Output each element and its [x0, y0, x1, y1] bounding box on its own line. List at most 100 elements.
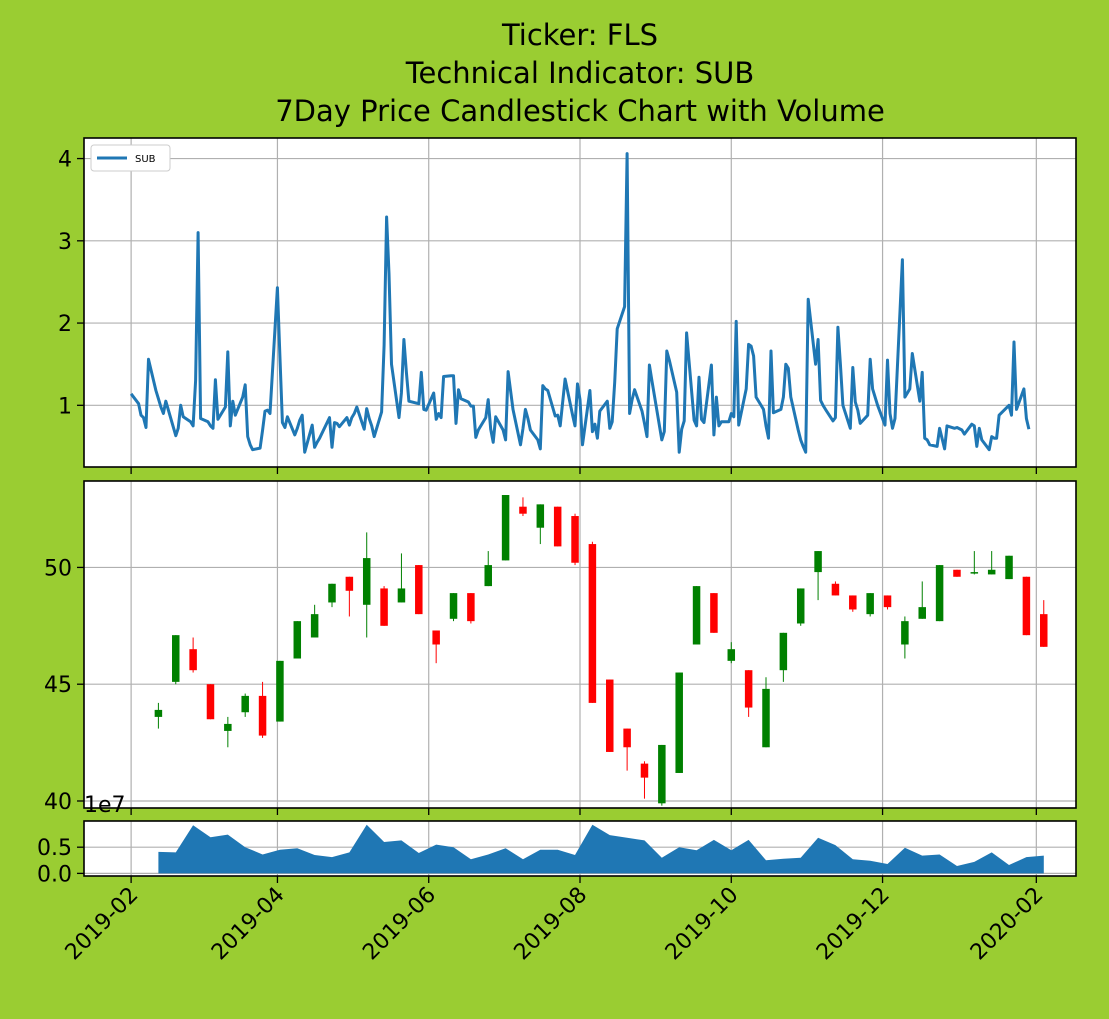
candle-15 [415, 565, 423, 615]
candle-32 [710, 593, 718, 633]
candle-body-36 [779, 632, 788, 671]
candle-body-39 [831, 583, 840, 596]
candle-33 [727, 642, 736, 664]
candle-body-43 [901, 621, 909, 645]
candle-40 [849, 595, 857, 612]
candle-body-14 [397, 588, 406, 603]
candle-body-29 [658, 744, 666, 804]
candle-39 [831, 581, 840, 596]
candle-body-28 [640, 763, 649, 778]
x-tick-label-2: 2019-06 [358, 883, 441, 966]
candle-body-21 [519, 506, 527, 514]
price-ytick-label-2: 50 [44, 556, 72, 581]
candle-35 [762, 677, 770, 748]
candle-body-0 [154, 709, 163, 717]
candle-12 [362, 532, 371, 638]
x-tick-label-5: 2019-12 [812, 883, 895, 966]
candle-43 [901, 616, 909, 659]
candle-body-24 [571, 516, 579, 563]
sub-series-line [129, 152, 1031, 454]
x-tick-label-1: 2019-04 [207, 883, 290, 966]
candle-body-34 [744, 670, 753, 708]
candle-31 [692, 586, 701, 645]
price-ytick-label-0: 40 [44, 790, 72, 815]
volume-area [158, 824, 1044, 874]
candle-22 [536, 504, 545, 545]
indicator-ytick-label-0: 1 [58, 394, 72, 419]
candle-24 [571, 513, 579, 566]
candle-body-42 [883, 595, 892, 608]
candle-body-44 [918, 607, 926, 619]
legend: SUB [90, 144, 171, 172]
candle-16 [432, 630, 440, 664]
candle-body-47 [970, 572, 979, 574]
candle-body-31 [692, 586, 701, 645]
candle-2 [189, 637, 197, 673]
candle-body-45 [935, 565, 944, 622]
candle-body-41 [866, 593, 874, 615]
price-ytick-label-1: 45 [44, 673, 72, 698]
candle-body-18 [467, 593, 475, 622]
candle-body-49 [1005, 555, 1013, 580]
legend-box [90, 144, 171, 172]
candle-28 [640, 761, 649, 799]
candle-body-10 [328, 583, 336, 603]
candle-body-20 [501, 495, 510, 561]
price-panel: 40 45 50 [44, 480, 1077, 815]
candle-25 [588, 541, 597, 703]
candle-3 [206, 684, 215, 720]
candle-46 [953, 569, 961, 577]
candle-42 [883, 595, 892, 610]
volume-ytick-label-0: 0.0 [37, 862, 72, 887]
x-tick-label-3: 2019-08 [510, 883, 593, 966]
candle-10 [328, 583, 336, 608]
candle-body-27 [623, 728, 631, 748]
candle-1 [172, 635, 180, 685]
candle-body-7 [276, 660, 284, 722]
candle-body-50 [1022, 576, 1031, 636]
candle-48 [987, 551, 996, 575]
candle-body-1 [172, 635, 180, 682]
candle-5 [241, 693, 249, 717]
candle-body-11 [345, 576, 354, 591]
price-frame [83, 480, 1077, 809]
candle-51 [1040, 600, 1048, 647]
indicator-frame [83, 137, 1077, 468]
candle-6 [258, 681, 267, 738]
indicator-panel: 1 2 3 4 SUB [58, 137, 1077, 474]
candle-body-51 [1040, 614, 1048, 647]
candle-body-33 [727, 649, 736, 661]
candle-20 [501, 495, 510, 561]
candle-body-48 [987, 569, 996, 575]
candle-body-17 [449, 593, 458, 619]
volume-ytick-label-1: 0.5 [37, 836, 72, 861]
candle-21 [519, 497, 527, 517]
candle-body-3 [206, 684, 215, 720]
candle-body-46 [953, 569, 961, 577]
candle-45 [935, 565, 944, 622]
candle-47 [970, 551, 979, 575]
legend-label: SUB [135, 154, 156, 165]
x-axis: 2019-02 2019-04 2019-06 2019-08 2019-10 2019-… [61, 883, 1049, 966]
candle-23 [553, 506, 562, 547]
title-line-1: Ticker: FLS [501, 18, 658, 52]
candle-19 [484, 551, 492, 587]
candle-body-38 [814, 551, 822, 573]
title-line-2: Technical Indicator: SUB [405, 56, 755, 90]
candle-13 [380, 586, 388, 626]
candle-body-23 [553, 506, 562, 547]
candle-body-25 [588, 544, 597, 703]
candle-44 [918, 581, 926, 619]
candle-34 [744, 670, 753, 717]
candle-36 [779, 632, 788, 682]
candle-body-9 [310, 614, 319, 638]
chart-title: Ticker: FLS Technical Indicator: SUB 7Da… [275, 18, 885, 128]
candle-27 [623, 728, 631, 771]
candle-body-26 [606, 679, 614, 752]
candle-body-22 [536, 504, 545, 528]
candle-body-12 [362, 558, 371, 605]
candle-body-8 [293, 621, 302, 659]
candle-body-40 [849, 595, 857, 610]
candle-body-16 [432, 630, 440, 645]
